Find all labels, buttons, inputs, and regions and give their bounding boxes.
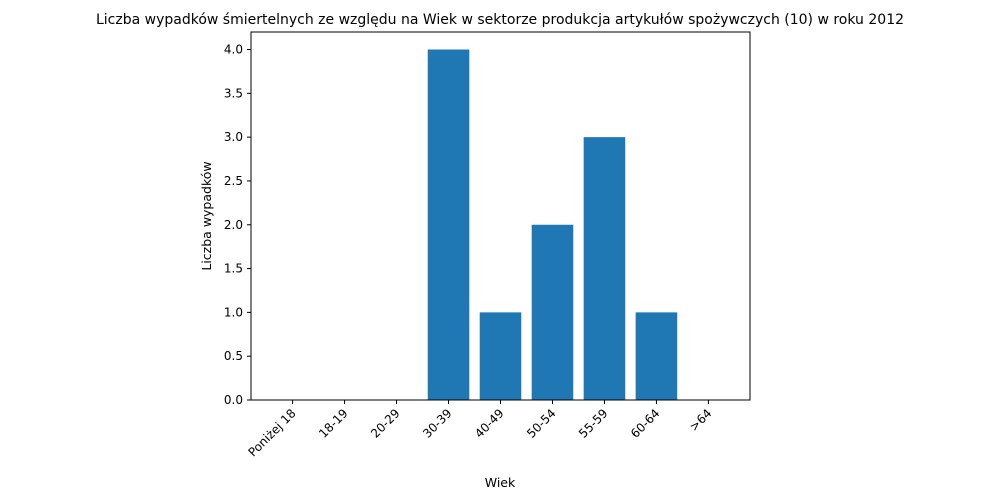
x-tick-label: 50-54 [524,406,559,441]
bar-6 [583,137,626,400]
plot-frame [250,31,751,401]
x-tick-label: Poniżej 18 [246,406,299,459]
x-tick-label: 40-49 [472,406,507,441]
x-tick-label: 30-39 [420,406,455,441]
x-axis-label: Wiek [485,475,516,490]
x-tick-label: >64 [687,406,715,434]
y-tick-label: 0.0 [224,393,243,407]
chart-title: Liczba wypadków śmiertelnych ze względu … [96,12,904,28]
x-tick-label: 55-59 [576,406,611,441]
bar-7 [635,312,678,400]
bars-group [427,49,678,401]
bar-5 [531,224,574,400]
y-tick-label: 3.0 [224,130,243,144]
bar-4 [479,312,522,400]
bar-3 [427,49,470,401]
y-tick-label: 3.5 [224,86,243,100]
x-axis: Poniżej 18 18-19 20-29 30-39 40-49 50-54 55-59… [246,400,715,459]
y-tick-label: 1.5 [224,262,243,276]
y-tick-label: 2.0 [224,218,243,232]
y-axis-label: Liczba wypadków [199,161,214,270]
y-tick-label: 0.5 [224,349,243,363]
x-tick-label: 18-19 [316,406,351,441]
x-tick-label: 60-64 [628,406,663,441]
y-tick-label: 4.0 [224,43,243,57]
y-tick-label: 2.5 [224,174,243,188]
x-tick-label: 20-29 [368,406,403,441]
y-tick-label: 1.0 [224,305,243,319]
y-axis: 0.0 0.5 1.0 1.5 2.0 2.5 3.0 3.5 4.0 [224,43,251,407]
